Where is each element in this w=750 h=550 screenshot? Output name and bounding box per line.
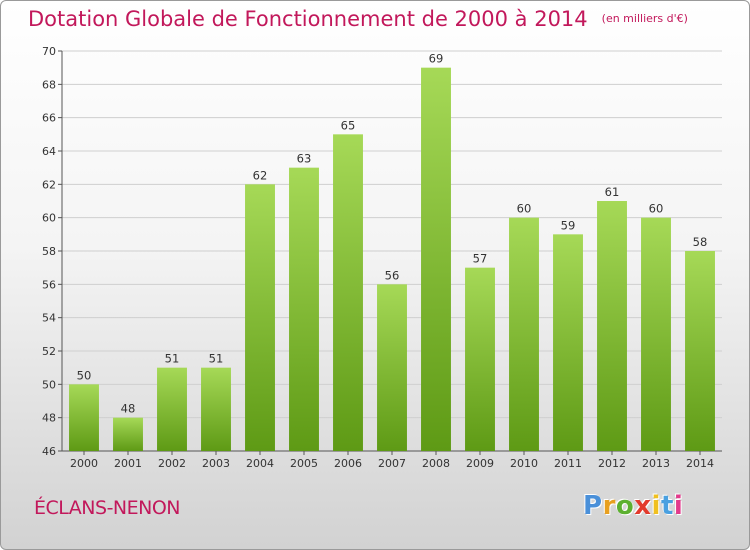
x-tick-label: 2004 — [246, 457, 274, 470]
value-label: 59 — [561, 218, 576, 232]
value-label: 56 — [385, 268, 400, 282]
y-tick-label: 66 — [42, 112, 56, 125]
x-tick-label: 2007 — [378, 457, 406, 470]
x-tick-label: 2005 — [290, 457, 318, 470]
x-tick-label: 2010 — [510, 457, 538, 470]
value-label: 63 — [297, 152, 312, 166]
value-label: 62 — [253, 168, 268, 182]
logo-letter: o — [615, 491, 635, 521]
y-tick-label: 64 — [42, 145, 56, 158]
value-label: 60 — [517, 202, 532, 216]
x-tick-label: 2002 — [158, 457, 186, 470]
value-label: 65 — [341, 118, 356, 132]
y-tick-label: 52 — [42, 345, 56, 358]
logo-letter: i — [673, 491, 684, 521]
value-label: 48 — [121, 402, 136, 416]
x-tick-label: 2000 — [70, 457, 98, 470]
y-tick-label: 58 — [42, 245, 56, 258]
bar-2005 — [289, 167, 319, 451]
value-label: 58 — [693, 235, 708, 249]
bar-2007 — [377, 284, 407, 451]
logo-letter: t — [660, 491, 674, 521]
proxiti-logo[interactable]: Proxiti — [583, 491, 683, 521]
value-label: 57 — [473, 252, 488, 266]
x-tick-label: 2011 — [554, 457, 582, 470]
bar-2011 — [553, 234, 583, 451]
x-tick-label: 2008 — [422, 457, 450, 470]
value-label: 51 — [209, 352, 224, 366]
bar-2006 — [333, 134, 363, 452]
y-tick-label: 46 — [42, 445, 56, 458]
bar-2014 — [685, 251, 715, 451]
bar-2013 — [641, 217, 671, 451]
y-tick-label: 62 — [42, 178, 56, 191]
bar-2002 — [157, 367, 187, 451]
bar-2000 — [69, 384, 99, 451]
bar-2009 — [465, 267, 495, 451]
x-tick-label: 2014 — [686, 457, 714, 470]
bar-2008 — [421, 67, 451, 452]
chart-unit: (en milliers d'€) — [601, 12, 688, 25]
y-tick-label: 48 — [42, 412, 56, 425]
value-label: 51 — [165, 352, 180, 366]
logo-letter: r — [602, 491, 616, 521]
x-tick-label: 2012 — [598, 457, 626, 470]
chart-title: Dotation Globale de Fonctionnement de 20… — [28, 7, 588, 31]
y-tick-label: 56 — [42, 278, 56, 291]
x-tick-label: 2013 — [642, 457, 670, 470]
bar-2004 — [245, 184, 275, 452]
value-label: 60 — [649, 202, 664, 216]
value-label: 50 — [77, 368, 92, 382]
y-tick-label: 60 — [42, 212, 56, 225]
bars — [69, 67, 715, 452]
x-tick-label: 2003 — [202, 457, 230, 470]
bar-2012 — [597, 201, 627, 451]
commune-name: ÉCLANS-NENON — [34, 497, 181, 519]
y-tick-label: 54 — [42, 312, 56, 325]
logo-letter: x — [634, 491, 652, 521]
y-tick-label: 70 — [42, 45, 56, 58]
bar-2001 — [113, 417, 143, 451]
y-tick-label: 50 — [42, 378, 56, 391]
x-tick-label: 2009 — [466, 457, 494, 470]
y-tick-label: 68 — [42, 78, 56, 91]
title-row: Dotation Globale de Fonctionnement de 20… — [28, 7, 688, 31]
value-label: 61 — [605, 185, 620, 199]
bar-2003 — [201, 367, 231, 451]
x-tick-label: 2001 — [114, 457, 142, 470]
logo-letter: P — [583, 491, 603, 521]
labels: 46 48 50 52 54 56 58 60 62 64 66 68 70 50 2000 48 2001 51… — [42, 45, 714, 470]
value-label: 69 — [429, 52, 444, 66]
bar-2010 — [509, 217, 539, 451]
logo-letter: i — [651, 491, 661, 521]
x-tick-label: 2006 — [334, 457, 362, 470]
